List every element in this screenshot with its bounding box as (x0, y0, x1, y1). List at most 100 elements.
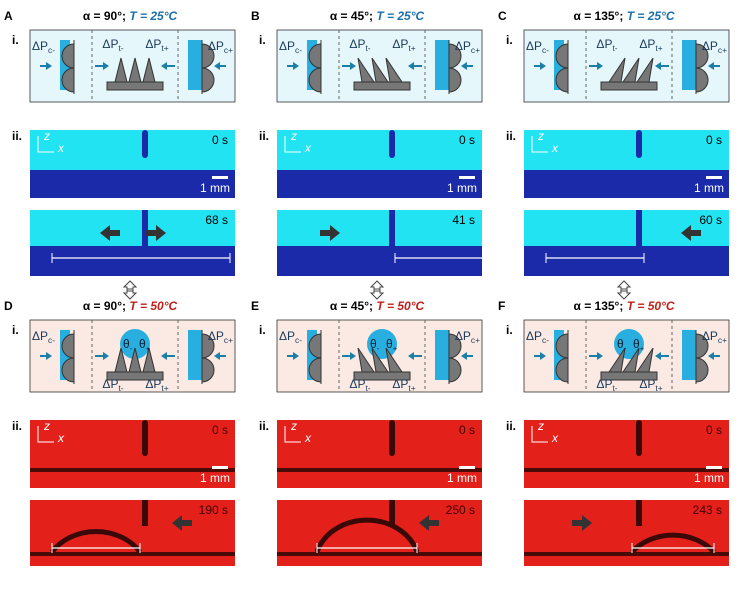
time-label: 41 s (452, 213, 475, 227)
axis-z: z (290, 419, 297, 433)
pillar-left (555, 43, 569, 93)
pressure-label-main: ΔP (702, 329, 718, 343)
motion-arrow (681, 225, 701, 241)
pressure-label: ΔPc+ (208, 329, 233, 345)
pillar-left (308, 333, 322, 383)
arrow-head (408, 62, 414, 70)
droplet (120, 329, 150, 359)
axes (37, 426, 54, 443)
arrow-head (293, 62, 299, 70)
arrow-head (293, 352, 299, 360)
capillary-right (188, 330, 202, 380)
theta-label: θ+ (139, 337, 151, 353)
time-label: 0 s (459, 423, 475, 437)
axis-x: x (57, 141, 65, 155)
theta-label-sub: - (130, 344, 133, 353)
needle (389, 500, 395, 526)
theta-label: θ- (370, 337, 380, 353)
pressure-label-sub: t- (118, 383, 123, 393)
roman-i: i. (12, 323, 19, 337)
substrate (524, 468, 729, 472)
needle (142, 130, 148, 158)
base (353, 81, 411, 91)
pressure-label: ΔPc+ (702, 329, 727, 345)
motion-arrow (100, 225, 120, 241)
pressure-label-main: ΔP (102, 377, 118, 391)
substrate (277, 552, 482, 556)
needle (389, 130, 395, 158)
transition-arrow (122, 280, 138, 300)
arrow-head (350, 62, 356, 70)
arrow-head (540, 352, 546, 360)
axis-z: z (290, 129, 297, 143)
substrate (524, 170, 729, 198)
spike (371, 347, 389, 373)
pillar-right (201, 333, 215, 383)
scale-label: 1 mm (694, 181, 724, 195)
pressure-label-sub: t- (612, 43, 617, 53)
pressure-label: ΔPc- (279, 39, 302, 55)
needle (636, 210, 642, 246)
spike (385, 57, 403, 83)
temperature: T = 25°C (129, 9, 177, 23)
pressure-label-sub: t+ (408, 43, 415, 53)
pressure-label: ΔPc- (32, 39, 55, 55)
pressure-label: ΔPc+ (702, 39, 727, 55)
pressure-label-main: ΔP (208, 39, 224, 53)
pressure-label: ΔPt- (349, 377, 370, 393)
pressure-label-sub: c+ (471, 335, 480, 345)
time-label: 68 s (205, 213, 228, 227)
motion-arrow (146, 225, 166, 241)
scale-label: 1 mm (694, 471, 724, 485)
spike (371, 57, 389, 83)
motion-arrow (572, 515, 592, 531)
substrate (30, 170, 235, 198)
pressure-label-sub: t- (365, 43, 370, 53)
pressure-label-main: ΔP (349, 377, 365, 391)
spike (608, 57, 626, 83)
roman-i: i. (12, 33, 19, 47)
axes (284, 426, 301, 443)
scale-label: 1 mm (200, 471, 230, 485)
spike (385, 347, 403, 373)
spike (636, 347, 654, 373)
pressure-label-main: ΔP (349, 37, 365, 51)
roman-ii: ii. (259, 129, 269, 143)
motion-arrow (320, 225, 340, 241)
scale-label: 1 mm (200, 181, 230, 195)
pressure-label: ΔPt- (102, 377, 123, 393)
pressure-label-sub: c- (542, 45, 549, 55)
pressure-label-sub: c- (295, 45, 302, 55)
panel-letter: A (4, 9, 13, 23)
scale-bar (212, 176, 228, 179)
pressure-label-sub: t- (612, 383, 617, 393)
arrow-head (46, 352, 52, 360)
pillar-right (201, 43, 215, 93)
spike (142, 57, 156, 83)
spike (622, 347, 640, 373)
substrate (277, 246, 482, 276)
needle (636, 130, 642, 158)
theta-label-main: θ (123, 337, 130, 351)
capillary-right (435, 330, 449, 380)
pressure-label: ΔPt+ (392, 377, 415, 393)
arrow-head (161, 352, 167, 360)
panel-header: α = 135°; T = 25°C (573, 9, 674, 23)
pressure-label-sub: c- (48, 45, 55, 55)
pressure-label: ΔPt+ (145, 37, 168, 53)
pressure-label: ΔPc+ (455, 329, 480, 345)
pressure-label-sub: t- (118, 43, 123, 53)
pressure-label-sub: t+ (408, 383, 415, 393)
arrow-head (708, 62, 714, 70)
roman-i: i. (506, 323, 513, 337)
frame-1 (30, 420, 235, 488)
droplet-shadow (630, 532, 716, 554)
pressure-label: ΔPt+ (639, 377, 662, 393)
panel-header: α = 90°; T = 50°C (83, 299, 178, 313)
needle (142, 500, 148, 526)
spike (114, 347, 128, 373)
pressure-label-main: ΔP (102, 37, 118, 51)
pressure-label-main: ΔP (455, 329, 471, 343)
theta-label-sub: + (640, 344, 645, 353)
arrow-head (46, 62, 52, 70)
